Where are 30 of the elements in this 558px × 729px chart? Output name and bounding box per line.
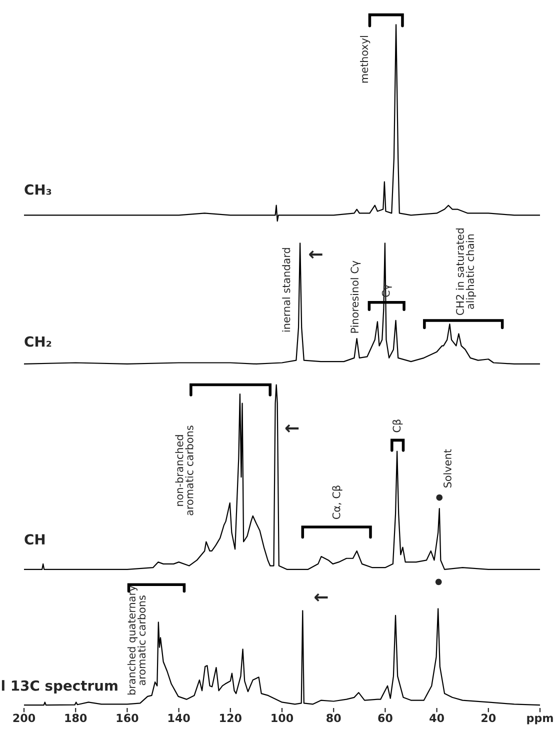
x-tick-label: ppm: [527, 716, 553, 724]
annotation: CH2 in saturated aliphatic chain: [456, 228, 476, 316]
x-tick-label: 60: [378, 714, 392, 722]
x-tick-label: 120: [220, 714, 242, 722]
annotation: branched quaternary aromatic carbons: [127, 586, 146, 695]
annotation: inernal standard: [282, 248, 290, 332]
x-tick-label: 20: [482, 714, 496, 722]
annotation: Cβ: [392, 420, 403, 432]
x-tick-label: 200: [13, 714, 36, 722]
annotation: ←: [309, 250, 322, 259]
annotation: methoxyl: [360, 36, 370, 83]
series-label: CH: [24, 534, 45, 545]
text: •: [435, 578, 442, 586]
annotation: Pinoresinol Cγ: [350, 260, 361, 333]
annotation: ←: [285, 424, 299, 433]
x-tick-label: 140: [168, 714, 190, 722]
x-tick-label: 160: [116, 714, 138, 722]
text: ←: [314, 593, 328, 602]
annotation: Cγ: [382, 284, 392, 297]
x-tick-label: 100: [272, 714, 294, 722]
annotation: •: [436, 494, 443, 501]
series-label: l 13C spectrum: [2, 680, 118, 694]
annotation: non-branched aromatic carbons: [175, 426, 194, 516]
x-tick-label: 40: [430, 714, 444, 722]
x-tick-label: 80: [326, 714, 341, 722]
x-tick-label: 180: [65, 714, 87, 722]
series-label: CH₃: [24, 184, 52, 195]
annotation: Cα, Cβ: [332, 486, 342, 520]
series-label: CH₂: [24, 336, 52, 347]
annotation: Solvent: [443, 449, 452, 488]
